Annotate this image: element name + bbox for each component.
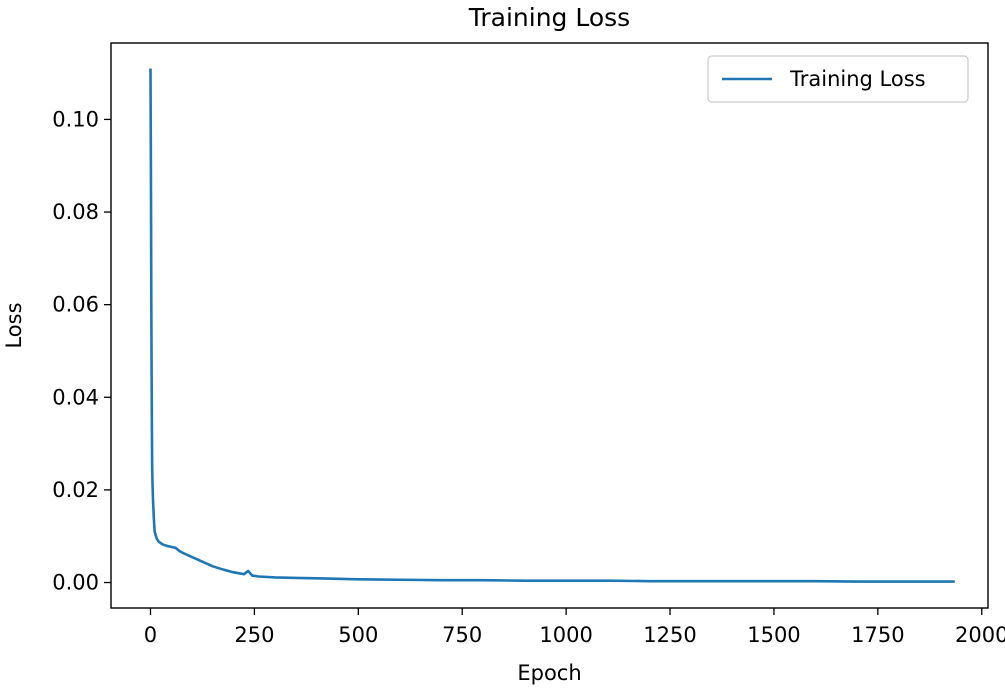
x-tick-label: 2000 (955, 623, 1005, 647)
y-tick-label: 0.02 (52, 478, 99, 502)
y-tick-label: 0.00 (52, 571, 99, 595)
x-tick-label: 750 (442, 623, 482, 647)
y-tick-label: 0.10 (52, 107, 99, 131)
x-tick-label: 1000 (539, 623, 592, 647)
chart-title: Training Loss (468, 3, 630, 32)
y-tick-label: 0.08 (52, 200, 99, 224)
y-axis: 0.00 0.02 0.04 0.06 0.08 0.10 (52, 107, 111, 595)
plot-area (110, 42, 989, 609)
legend: Training Loss (707, 55, 969, 103)
x-axis-label: Epoch (517, 661, 581, 685)
x-tick-label: 500 (338, 623, 378, 647)
x-tick-label: 250 (234, 623, 274, 647)
x-tick-label: 1750 (851, 623, 904, 647)
y-axis-label: Loss (2, 302, 26, 348)
y-tick-label: 0.04 (52, 385, 99, 409)
x-tick-label: 0 (144, 623, 157, 647)
y-tick-label: 0.06 (52, 293, 99, 317)
plot-frame (110, 42, 989, 609)
x-tick-label: 1250 (643, 623, 696, 647)
series-line-training-loss (149, 68, 955, 583)
x-axis: 0 250 500 750 1000 1250 1500 1750 2000 (144, 608, 1005, 647)
x-tick-label: 1500 (747, 623, 800, 647)
legend-entry: Training Loss (789, 67, 926, 91)
legend-box (707, 55, 969, 103)
